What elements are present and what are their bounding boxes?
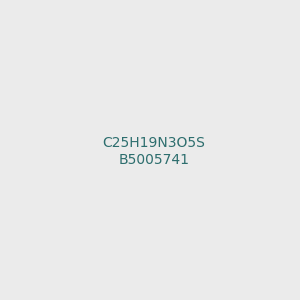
Text: C25H19N3O5S
B5005741: C25H19N3O5S B5005741 bbox=[102, 136, 205, 166]
